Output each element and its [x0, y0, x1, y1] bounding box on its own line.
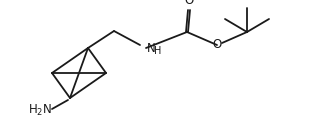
Text: O: O [212, 39, 222, 51]
Text: N: N [147, 41, 156, 55]
Text: O: O [184, 0, 194, 7]
Text: H$_2$N: H$_2$N [28, 102, 52, 118]
Text: H: H [154, 46, 161, 56]
